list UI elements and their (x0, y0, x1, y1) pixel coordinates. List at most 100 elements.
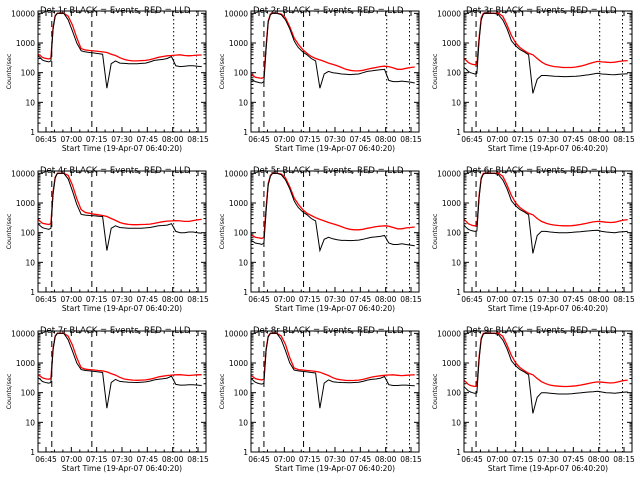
series-line-black (464, 172, 628, 254)
series-line-black (251, 332, 415, 409)
x-tick-label: 06:45 (461, 135, 483, 144)
series-line-black (38, 12, 202, 89)
x-tick-label: 07:15 (512, 295, 534, 304)
x-tick-label: 07:45 (350, 135, 372, 144)
plot-frame (37, 10, 207, 133)
chart-panel-8: Det 8r BLACK = Events, RED = LLD11010010… (218, 326, 422, 473)
x-tick-label: 07:30 (111, 135, 133, 144)
y-tick-label: 100 (234, 389, 249, 398)
y-tick-label: 10 (25, 258, 35, 267)
y-tick-label: 1 (456, 128, 461, 137)
y-tick-label: 1 (243, 448, 248, 457)
x-axis-label: Start Time (19-Apr-07 06:40:20) (62, 144, 182, 153)
x-axis-label: Start Time (19-Apr-07 06:40:20) (488, 144, 608, 153)
y-tick-label: 10 (25, 98, 35, 107)
plot-frame (250, 330, 420, 453)
x-tick-label: 07:30 (537, 455, 559, 464)
x-tick-label: 07:45 (350, 295, 372, 304)
chart-panel-5: Det 5r BLACK = Events, RED = LLD11010010… (218, 166, 422, 313)
series-line-red (251, 332, 415, 382)
y-tick-label: 10000 (437, 169, 461, 178)
x-tick-label: 08:00 (588, 135, 610, 144)
plot-frame (250, 170, 420, 293)
x-tick-label: 08:00 (588, 295, 610, 304)
series-line-black (251, 12, 415, 89)
series-line-red (251, 172, 415, 240)
x-tick-label: 07:30 (537, 295, 559, 304)
x-tick-label: 07:15 (86, 295, 108, 304)
x-tick-label: 07:00 (274, 455, 296, 464)
x-tick-label: 06:45 (248, 455, 270, 464)
plot-frame (37, 170, 207, 293)
series-line-red (464, 172, 628, 227)
x-tick-label: 08:15 (400, 455, 422, 464)
plot-frame (463, 10, 633, 133)
y-tick-label: 100 (21, 229, 36, 238)
y-tick-label: 1000 (229, 39, 248, 48)
x-tick-label: 07:30 (324, 455, 346, 464)
x-tick-label: 06:45 (248, 135, 270, 144)
y-axis-label: Counts/sec (5, 373, 13, 409)
x-tick-label: 07:00 (274, 135, 296, 144)
y-axis-label: Counts/sec (431, 53, 439, 89)
series-line-black (38, 172, 202, 251)
x-tick-label: 08:15 (613, 455, 635, 464)
y-tick-label: 100 (447, 389, 462, 398)
x-tick-label: 07:30 (324, 135, 346, 144)
y-axis-label: Counts/sec (431, 373, 439, 409)
y-tick-label: 100 (234, 69, 249, 78)
y-tick-label: 10 (25, 418, 35, 427)
x-tick-label: 06:45 (35, 455, 57, 464)
y-axis-label: Counts/sec (5, 213, 13, 249)
x-tick-label: 07:45 (350, 455, 372, 464)
y-tick-label: 1000 (442, 359, 461, 368)
x-tick-label: 06:45 (35, 135, 57, 144)
x-tick-label: 07:45 (563, 135, 585, 144)
x-tick-label: 08:00 (375, 135, 397, 144)
y-tick-label: 10 (238, 98, 248, 107)
series-line-red (38, 332, 202, 381)
x-axis-label: Start Time (19-Apr-07 06:40:20) (488, 464, 608, 473)
x-tick-label: 07:30 (111, 295, 133, 304)
y-tick-label: 1 (456, 448, 461, 457)
x-tick-label: 07:15 (299, 295, 321, 304)
x-tick-label: 06:45 (461, 295, 483, 304)
plot-frame (463, 330, 633, 453)
x-tick-label: 07:15 (299, 135, 321, 144)
x-tick-label: 08:15 (187, 135, 209, 144)
y-tick-label: 1 (243, 288, 248, 297)
x-tick-label: 07:00 (487, 295, 509, 304)
x-tick-label: 08:00 (375, 295, 397, 304)
y-tick-label: 100 (21, 69, 36, 78)
x-tick-label: 07:15 (299, 455, 321, 464)
series-line-black (251, 172, 415, 253)
x-tick-label: 08:15 (613, 135, 635, 144)
x-tick-label: 08:00 (162, 295, 184, 304)
series-line-red (38, 172, 202, 226)
x-axis-label: Start Time (19-Apr-07 06:40:20) (275, 144, 395, 153)
y-tick-label: 10000 (11, 169, 35, 178)
series-line-red (464, 332, 628, 388)
x-tick-label: 06:45 (461, 455, 483, 464)
chart-panel-7: Det 7r BLACK = Events, RED = LLD11010010… (5, 326, 209, 473)
y-axis-label: Counts/sec (5, 53, 13, 89)
series-line-black (464, 332, 628, 414)
x-tick-label: 07:00 (61, 135, 83, 144)
y-axis-label: Counts/sec (218, 53, 226, 89)
y-tick-label: 10 (451, 418, 461, 427)
y-tick-label: 10000 (224, 9, 248, 18)
x-tick-label: 08:00 (162, 135, 184, 144)
y-tick-label: 10 (238, 418, 248, 427)
y-tick-label: 10000 (224, 329, 248, 338)
y-tick-label: 1000 (16, 359, 35, 368)
x-axis-label: Start Time (19-Apr-07 06:40:20) (62, 304, 182, 313)
y-tick-label: 1 (30, 288, 35, 297)
y-tick-label: 100 (21, 389, 36, 398)
x-tick-label: 08:15 (187, 295, 209, 304)
x-axis-label: Start Time (19-Apr-07 06:40:20) (275, 464, 395, 473)
y-tick-label: 10000 (11, 9, 35, 18)
x-tick-label: 08:00 (162, 455, 184, 464)
x-tick-label: 07:45 (137, 135, 159, 144)
y-axis-label: Counts/sec (431, 213, 439, 249)
x-tick-label: 08:15 (187, 455, 209, 464)
